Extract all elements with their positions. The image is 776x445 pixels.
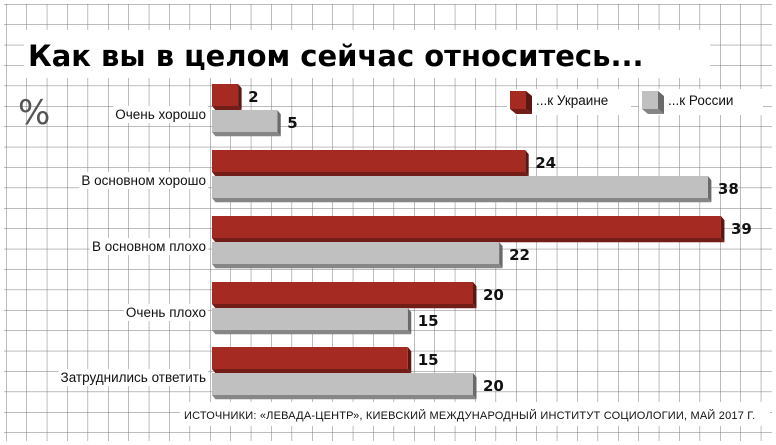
legend-swatch-shadow [510,109,532,114]
bar-side [277,110,281,137]
bar-ukraine [212,282,477,309]
bar-russia [212,110,281,137]
bar-ukraine [212,216,725,243]
bar-front [212,216,721,238]
bars-layer: 2 5 24 38 39 22 20 15 15 20 [212,84,752,400]
legend-swatch-ukraine [510,91,526,109]
legend: ...к Украине ...к России [507,89,763,115]
bar-bottom [212,304,477,309]
bar-bottom [212,198,712,203]
category-labels: Очень хорошо В основном хорошо В основном … [58,106,208,386]
bar-side [499,242,503,269]
data-label-ukraine: 2 [248,88,258,106]
data-label-russia: 22 [509,246,530,264]
category-label-background [58,369,208,386]
bar-side [720,216,725,243]
bar-bottom [212,238,725,243]
bar-bottom [212,132,281,137]
bar-front [212,308,408,330]
data-label-russia: 38 [718,180,739,198]
bar-ukraine [212,347,412,374]
bar-front [212,282,473,304]
legend-swatch-side [658,91,664,114]
unit-label: % [18,93,50,133]
bar-ukraine [212,150,529,177]
legend-swatch-shadow [642,109,664,114]
bar-bottom [212,264,503,269]
bar-side [525,150,529,177]
bar-bottom [212,369,412,374]
source-note: ИСТОЧНИКИ: «ЛЕВАДА-ЦЕНТР», КИЕВСКИЙ МЕЖД… [184,409,755,422]
category-label: Затруднились ответить [61,370,206,385]
legend-swatch-side [526,91,532,114]
title-background [24,30,710,78]
bar-bottom [212,395,477,400]
data-label-russia: 5 [287,114,297,132]
category-label: Очень плохо [126,305,206,320]
source-background [180,402,770,426]
category-label-background [90,238,208,255]
legend-label-russia: ...к России [668,93,733,108]
bar-bottom [212,330,412,335]
bar-russia [212,242,503,269]
category-label-background [123,304,208,321]
category-label-background [79,172,208,189]
bar-russia [212,176,712,203]
legend-label-ukraine: ...к Украине [536,93,608,108]
bar-front [212,242,500,264]
data-label-ukraine: 24 [535,154,556,172]
bar-bottom [212,172,529,177]
category-label: В основном плохо [92,239,206,254]
data-label-ukraine: 39 [731,220,752,238]
bar-side [407,347,412,374]
bar-side [473,282,477,309]
category-label-background [113,106,208,123]
bar-front [212,347,408,369]
bar-front [212,84,239,106]
legend-swatch-russia [642,91,658,109]
bar-side [473,373,477,400]
bar-bottom [212,106,242,111]
data-label-ukraine: 15 [418,351,439,369]
category-label: Очень хорошо [115,107,206,122]
bar-side [238,84,242,111]
bar-russia [212,308,412,335]
bar-front [212,110,278,132]
bar-front [212,176,708,198]
bar-side [407,308,412,335]
bar-ukraine [212,84,242,111]
chart-title: Как вы в целом сейчас относитесь... [28,39,644,73]
data-label-ukraine: 20 [483,286,504,304]
data-label-russia: 20 [483,377,504,395]
category-label: В основном хорошо [81,173,206,188]
bar-front [212,150,526,172]
bar-russia [212,373,477,400]
data-label-russia: 15 [418,312,439,330]
bar-front [212,373,473,395]
bar-side [707,176,712,203]
